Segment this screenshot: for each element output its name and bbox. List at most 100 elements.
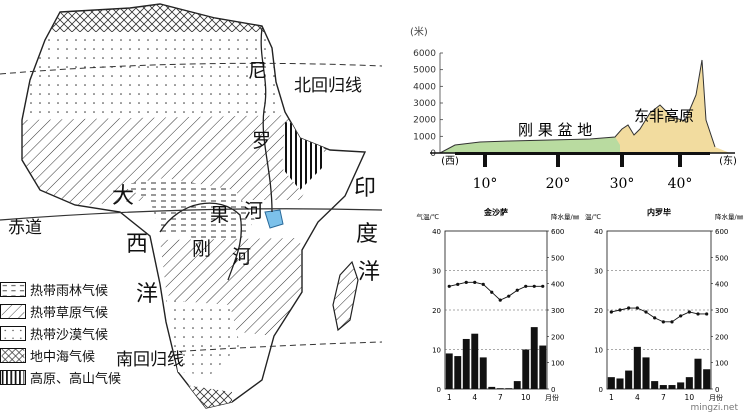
left-tick-label: 0 (437, 386, 441, 394)
left-axis-title: 气温/℃ (417, 212, 440, 221)
legend-item: 热带草原气候 (0, 300, 132, 322)
region-label-congo-basin: 刚 果 盆 地 (518, 121, 592, 139)
temperature-point (481, 282, 485, 286)
precip-bar (616, 378, 624, 389)
terrain-profile: (米) 6000 5000 4000 3000 2000 1000 0 10° 20° 30° 40°… (410, 25, 737, 192)
right-axis-title: 降水量/㎜ (715, 212, 744, 221)
label-indian-2: 度 (356, 222, 379, 247)
y-tick-label: 0 (430, 149, 436, 159)
temperature-point (670, 320, 674, 324)
label-congo-2: 果 (210, 204, 230, 226)
legend-swatch-mediterranean (0, 347, 26, 363)
x-tick-label: 1 (609, 393, 614, 402)
precip-bar (694, 358, 702, 389)
right-axis-title: 降水量/㎜ (551, 212, 580, 221)
temperature-point (609, 310, 613, 314)
precip-bar (479, 357, 487, 389)
precip-bar (471, 333, 479, 389)
temperature-point (635, 306, 639, 310)
highland-fill (440, 60, 730, 153)
legend-item: 地中海气候 (0, 344, 132, 366)
temperature-point (507, 294, 511, 298)
precip-bar (454, 356, 462, 389)
equator-line (0, 208, 383, 221)
precip-bar (677, 382, 685, 389)
right-tick-label: 100 (551, 360, 564, 368)
x-tick (678, 153, 682, 167)
x-tick-label: 4 (635, 393, 640, 402)
y-axis-unit: (米) (410, 25, 428, 38)
y-tick-label: 1000 (413, 132, 436, 142)
left-tick-label: 40 (432, 228, 441, 236)
right-tick-label: 200 (715, 333, 728, 341)
x-axis-bar (455, 152, 710, 155)
watermark: mingzi.net (690, 403, 738, 413)
temperature-point (464, 280, 468, 284)
legend-item: 高原、高山气候 (0, 366, 132, 388)
x-tick (620, 153, 624, 167)
y-tick-label: 4000 (413, 82, 436, 92)
x-tick-label: 40° (668, 176, 693, 192)
legend-swatch-savanna (0, 303, 26, 319)
nile-river (260, 27, 273, 213)
right-tick-label: 500 (715, 254, 728, 262)
legend-label: 热带草原气候 (30, 305, 109, 321)
right-tick-label: 300 (715, 307, 728, 315)
chart-title: 内罗毕 (647, 207, 671, 217)
legend-item: 热带沙漠气候 (0, 322, 132, 344)
label-nile-2: 罗 (252, 130, 272, 152)
temperature-point (541, 284, 545, 288)
lake-victoria (264, 209, 284, 229)
precip-bar (625, 370, 633, 389)
precip-bar (488, 386, 496, 389)
precip-bar (539, 345, 547, 389)
west-label: (西) (441, 156, 459, 167)
right-tick-label: 100 (715, 360, 728, 368)
x-tick-label: 20° (546, 176, 571, 192)
legend-swatch-desert (0, 325, 26, 341)
label-nile-3: 河 (244, 200, 264, 222)
label-atlantic-2: 西 (126, 232, 149, 257)
label-congo-3: 河 (232, 246, 252, 268)
climate-chart-nairobi: 内罗毕气温/℃降水量/㎜0102030400100200300400500600… (585, 207, 744, 402)
x-tick-label: 4 (472, 393, 477, 402)
right-tick-label: 600 (551, 228, 564, 236)
label-indian-1: 印 (354, 176, 377, 201)
precip-bar (607, 377, 615, 389)
precip-bar (659, 385, 667, 389)
east-label: (东) (719, 154, 737, 167)
precip-bar (513, 381, 521, 389)
precip-bar (651, 381, 659, 389)
temperature-point (618, 308, 622, 312)
legend-label: 热带沙漠气候 (30, 327, 109, 343)
precip-bar (703, 369, 711, 389)
precip-bar (642, 357, 650, 389)
tropic-of-cancer-line (0, 62, 383, 75)
temperature-point (627, 306, 631, 310)
y-tick-label: 5000 (413, 66, 436, 76)
right-tick-label: 500 (551, 254, 564, 262)
precip-bar (530, 327, 538, 389)
temperature-point (524, 284, 528, 288)
legend-label: 地中海气候 (30, 349, 96, 365)
precip-bar (505, 388, 513, 389)
right-tick-label: 0 (715, 386, 719, 394)
precip-bar (522, 349, 530, 389)
legend-label: 高原、高山气候 (30, 371, 122, 387)
temperature-point (679, 314, 683, 318)
left-tick-label: 20 (594, 307, 603, 315)
right-tick-label: 300 (551, 307, 564, 315)
map-legend: 热带雨林气候 热带草原气候 热带沙漠气候 地中海气候 高原、高山气候 (0, 278, 132, 388)
y-tick-label: 3000 (413, 99, 436, 109)
x-tick-label: 10° (473, 176, 498, 192)
y-tick-label: 2000 (413, 116, 436, 126)
temperature-point (696, 312, 700, 316)
x-tick-label: 10 (685, 393, 695, 402)
legend-item: 热带雨林气候 (0, 278, 132, 300)
madagascar (332, 260, 359, 332)
temperature-point (456, 282, 460, 286)
x-axis-title: 月份 (709, 393, 723, 402)
congo-river (159, 202, 242, 281)
temperature-point (653, 316, 657, 320)
